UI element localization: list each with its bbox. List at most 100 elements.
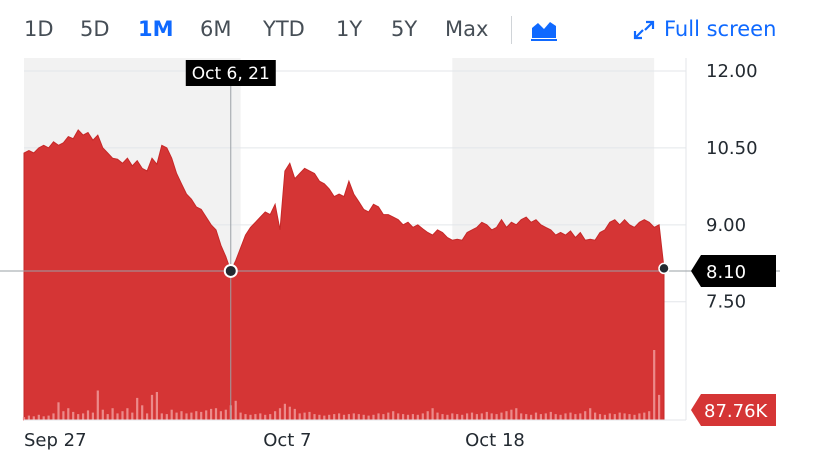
volume-bar (392, 411, 395, 420)
volume-bar (328, 414, 331, 420)
volume-bar (47, 415, 50, 420)
volume-bar (234, 400, 237, 420)
volume-bar (505, 411, 508, 420)
volume-bar (224, 409, 227, 420)
volume-bar (160, 413, 163, 420)
volume-bar (77, 414, 80, 420)
range-button-1m[interactable]: 1M (138, 17, 174, 41)
volume-bar (57, 402, 60, 420)
y-axis: 12.00 10.50 9.00 7.50 (685, 58, 758, 420)
volume-bar (515, 408, 518, 420)
volume-bar (106, 414, 109, 420)
range-button-max[interactable]: Max (445, 17, 489, 41)
x-axis: Sep 27 Oct 7 Oct 18 (24, 419, 686, 451)
volume-bar (264, 414, 267, 420)
volume-bar (598, 414, 602, 420)
volume-bar (318, 414, 321, 420)
volume-bar (283, 403, 286, 420)
volume-bar (539, 414, 542, 420)
range-button-1y[interactable]: 1Y (336, 17, 363, 41)
volume-bar (544, 413, 547, 420)
volume-bar (22, 417, 26, 420)
expand-arrows-icon (633, 20, 655, 40)
volume-bar (402, 414, 405, 420)
volume-bar (387, 412, 390, 420)
volume-bar (210, 408, 213, 420)
volume-bar (397, 413, 400, 420)
volume-bar (534, 412, 538, 420)
volume-bar (584, 411, 587, 420)
volume-bar (495, 414, 498, 420)
volume-bar (470, 412, 474, 420)
x-tick-label: Oct 7 (263, 430, 311, 451)
price-area (23, 129, 665, 421)
volume-bar (91, 412, 94, 420)
volume-bar (214, 408, 218, 420)
volume-bar (658, 394, 661, 420)
volume-bar (559, 414, 562, 420)
volume-bar (185, 413, 188, 420)
price-chart[interactable]: 12.00 10.50 9.00 7.50 Sep 27 Oct 7 Oct 18 Oct… (0, 58, 836, 456)
volume-bar (313, 414, 316, 420)
volume-bar (406, 414, 410, 420)
volume-bar (648, 411, 651, 420)
volume-bar (362, 414, 365, 420)
volume-bar (126, 408, 129, 420)
volume-bar (357, 414, 360, 420)
x-tick-label: Sep 27 (24, 430, 87, 451)
range-button-5d[interactable]: 5D (80, 17, 110, 41)
volume-bar (42, 416, 45, 420)
volume-bar (525, 414, 528, 420)
volume-bar (308, 411, 311, 420)
volume-bar (623, 413, 626, 420)
volume-bar (564, 413, 567, 420)
volume-bar (653, 350, 656, 420)
volume-bar (485, 411, 488, 420)
volume-bar (205, 410, 208, 420)
volume-bar (27, 415, 30, 420)
chart-type-button[interactable] (528, 16, 560, 44)
x-tick-label: Oct 18 (465, 430, 525, 451)
volume-bar (372, 414, 375, 420)
volume-bar (219, 411, 222, 420)
volume-bar (155, 392, 158, 420)
fullscreen-button[interactable]: Full screen (632, 14, 832, 44)
volume-bar (608, 413, 611, 420)
volume-bar (490, 413, 493, 420)
volume-bar (416, 414, 419, 420)
price-badges: 8.10 87.76K (691, 254, 776, 426)
volume-bar (259, 413, 262, 420)
volume-bar (377, 413, 380, 420)
volume-bar (574, 414, 577, 420)
volume-bar (466, 413, 469, 420)
range-button-5y[interactable]: 5Y (391, 17, 418, 41)
volume-bar (431, 408, 434, 420)
volume-bar (146, 413, 149, 420)
volume-bar (52, 413, 55, 420)
volume-bar (200, 411, 203, 420)
volume-bar (475, 414, 478, 420)
price-badge (691, 254, 776, 287)
volume-bar (618, 412, 621, 420)
mountain-chart-icon (531, 22, 557, 41)
price-badge-label: 8.10 (706, 262, 746, 283)
volume-bar (323, 415, 326, 420)
volume-bar (254, 414, 257, 420)
range-button-1d[interactable]: 1D (24, 17, 54, 41)
volume-bar (96, 390, 99, 420)
range-button-6m[interactable]: 6M (200, 17, 232, 41)
volume-bar (352, 413, 355, 420)
volume-bar (461, 414, 464, 420)
volume-bar (456, 414, 459, 420)
volume-bar (421, 413, 424, 420)
volume-bar (451, 413, 454, 420)
volume-bar (520, 413, 523, 420)
volume-bar (480, 413, 483, 420)
volume-bar (150, 394, 154, 420)
volume-badge (691, 394, 776, 426)
last-price-point (658, 262, 670, 275)
range-button-ytd[interactable]: YTD (263, 17, 305, 41)
volume-bar (101, 409, 104, 420)
volume-bar (342, 414, 346, 420)
